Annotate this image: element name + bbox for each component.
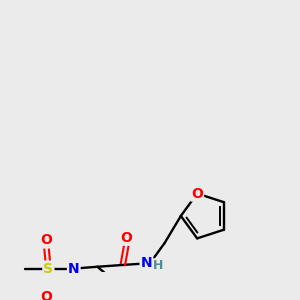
Text: H: H [153, 260, 164, 272]
Text: N: N [68, 262, 80, 276]
Text: N: N [141, 256, 152, 270]
Text: O: O [40, 233, 52, 248]
Text: O: O [191, 187, 203, 200]
Text: O: O [40, 290, 52, 300]
Text: S: S [44, 262, 53, 276]
Text: O: O [121, 231, 132, 245]
